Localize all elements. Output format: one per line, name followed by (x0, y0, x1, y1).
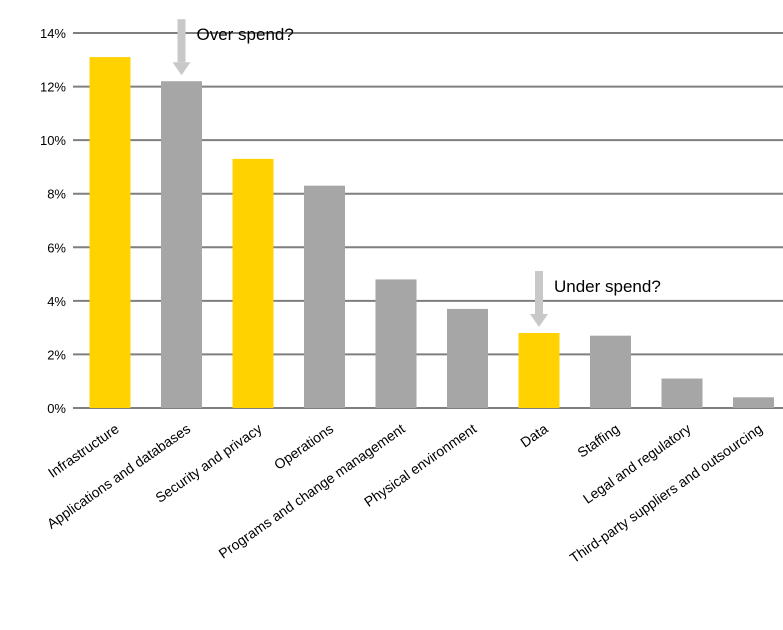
x-tick-label: Operations (271, 420, 336, 472)
y-tick-label: 2% (47, 347, 66, 362)
bar (518, 333, 560, 408)
annotations: Over spend? Under spend? (172, 19, 661, 327)
y-tick-label: 8% (47, 187, 66, 202)
bar (161, 81, 202, 408)
y-tick-label: 10% (40, 133, 66, 148)
y-tick-label: 4% (47, 294, 66, 309)
down-arrow-shaft (177, 19, 186, 63)
bar (89, 57, 131, 408)
y-tick-label: 0% (47, 401, 66, 416)
x-tick-label: Staffing (574, 420, 622, 460)
down-arrow-icon (530, 314, 548, 327)
annotation-label: Under spend? (554, 277, 661, 296)
bar (232, 158, 274, 408)
down-arrow-icon (172, 62, 191, 76)
bar (375, 279, 417, 408)
down-arrow-shaft (535, 271, 543, 314)
y-tick-label: 14% (40, 26, 66, 41)
bar (304, 185, 345, 408)
annotation-label: Over spend? (197, 25, 294, 44)
x-tick-label: Data (517, 420, 551, 450)
x-tick-label: Applications and databases (44, 420, 193, 531)
y-tick-label: 12% (40, 80, 66, 95)
bar (447, 308, 488, 408)
bar (590, 335, 631, 408)
bar (733, 397, 774, 408)
bars (89, 57, 774, 408)
bar (661, 378, 703, 408)
y-axis-tick-labels: 0% 2% 4% 6% 8% 10% 12% 14% (40, 26, 66, 416)
y-tick-label: 6% (47, 240, 66, 255)
